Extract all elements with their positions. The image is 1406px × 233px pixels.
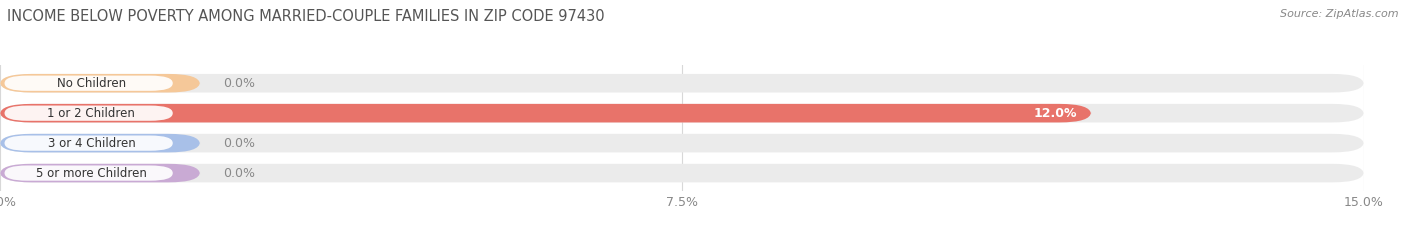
FancyBboxPatch shape (0, 74, 200, 93)
FancyBboxPatch shape (4, 165, 173, 181)
FancyBboxPatch shape (4, 75, 173, 91)
Text: 0.0%: 0.0% (222, 167, 254, 180)
FancyBboxPatch shape (4, 106, 173, 121)
Text: INCOME BELOW POVERTY AMONG MARRIED-COUPLE FAMILIES IN ZIP CODE 97430: INCOME BELOW POVERTY AMONG MARRIED-COUPL… (7, 9, 605, 24)
Text: 5 or more Children: 5 or more Children (37, 167, 146, 180)
FancyBboxPatch shape (4, 136, 173, 151)
FancyBboxPatch shape (0, 164, 200, 182)
FancyBboxPatch shape (0, 74, 1364, 93)
FancyBboxPatch shape (0, 164, 1364, 182)
Text: 12.0%: 12.0% (1033, 107, 1077, 120)
FancyBboxPatch shape (0, 104, 1091, 123)
Text: 3 or 4 Children: 3 or 4 Children (48, 137, 135, 150)
FancyBboxPatch shape (0, 104, 1364, 123)
Text: 1 or 2 Children: 1 or 2 Children (48, 107, 135, 120)
Text: No Children: No Children (56, 77, 127, 90)
Text: Source: ZipAtlas.com: Source: ZipAtlas.com (1281, 9, 1399, 19)
FancyBboxPatch shape (0, 134, 200, 152)
Text: 0.0%: 0.0% (222, 137, 254, 150)
FancyBboxPatch shape (0, 134, 1364, 152)
Text: 0.0%: 0.0% (222, 77, 254, 90)
